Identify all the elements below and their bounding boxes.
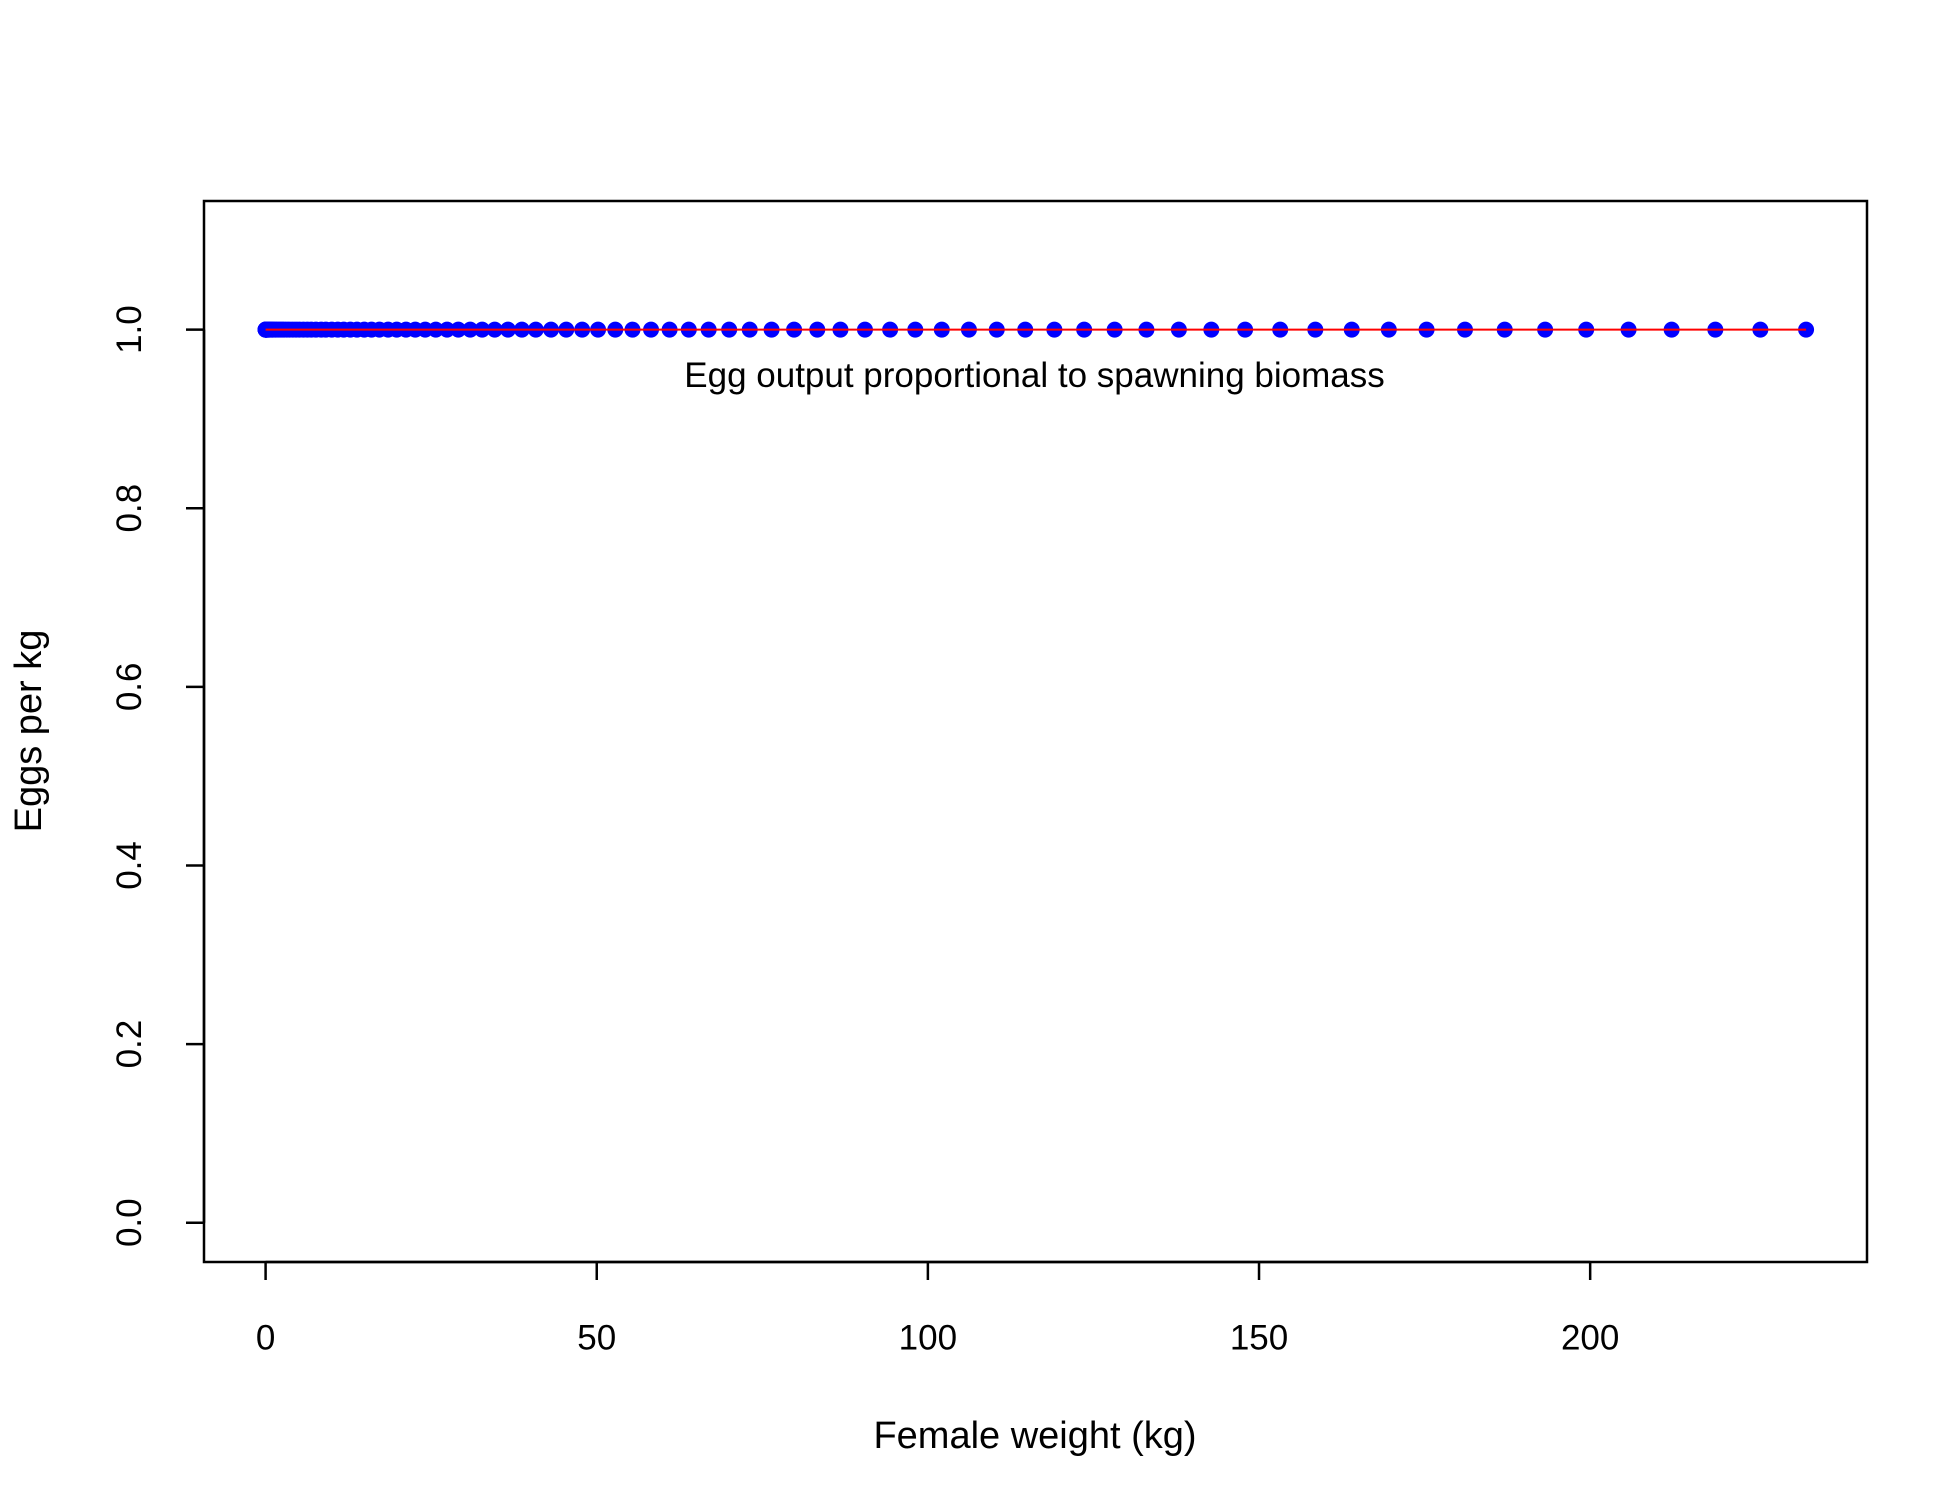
x-tick-label: 100	[899, 1318, 957, 1357]
y-tick-label: 0.0	[110, 1198, 149, 1247]
y-tick-label: 0.4	[110, 841, 149, 890]
x-tick-label: 200	[1561, 1318, 1619, 1357]
y-tick-label: 0.2	[110, 1020, 149, 1069]
x-axis-title: Female weight (kg)	[873, 1415, 1196, 1457]
x-tick-label: 50	[577, 1318, 616, 1357]
y-tick-label: 1.0	[110, 305, 149, 354]
x-tick-label: 150	[1230, 1318, 1288, 1357]
y-tick-label: 0.8	[110, 484, 149, 533]
y-tick-label: 0.6	[110, 663, 149, 712]
x-tick-label: 0	[256, 1318, 275, 1357]
y-axis-title: Eggs per kg	[8, 630, 50, 833]
annotation: Egg output proportional to spawning biom…	[684, 356, 1384, 395]
